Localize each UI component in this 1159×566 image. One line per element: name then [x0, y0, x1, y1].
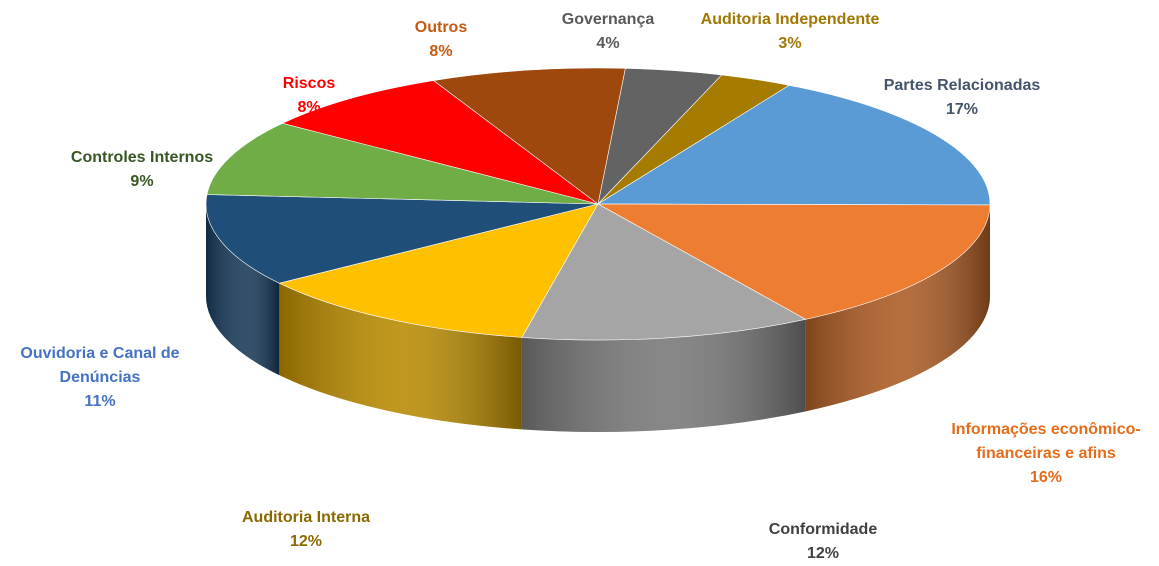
slice-value-label: 12%	[769, 542, 877, 566]
slice-value-label: 11%	[20, 390, 179, 414]
slice-value-label: 9%	[71, 170, 213, 194]
slice-label-text: Riscos	[283, 72, 335, 96]
slice-label-text: Auditoria Interna	[242, 506, 370, 530]
slice-value-label: 4%	[562, 32, 654, 56]
slice-label-text: Partes Relacionadas	[884, 74, 1041, 98]
slice-label-text: Auditoria Independente	[701, 8, 880, 32]
slice-label-text: Conformidade	[769, 518, 877, 542]
slice-value-label: 16%	[951, 466, 1140, 490]
slice-value-label: 8%	[415, 40, 467, 64]
slice-label-text: Governança	[562, 8, 654, 32]
slice-label-text: Ouvidoria e Canal de	[20, 342, 179, 366]
slice-value-label: 12%	[242, 530, 370, 554]
slice-value-label: 17%	[884, 98, 1041, 122]
slice-label-text: Informações econômico-	[951, 418, 1140, 442]
slice-label-text: Controles Internos	[71, 146, 213, 170]
slice-value-label: 3%	[701, 32, 880, 56]
slice-label-text: Denúncias	[20, 366, 179, 390]
slice-label-text: financeiras e afins	[951, 442, 1140, 466]
slice-label-text: Outros	[415, 16, 467, 40]
slice-label-4: Informações econômico-financeiras e afin…	[951, 418, 1140, 490]
slice-value-label: 8%	[283, 96, 335, 120]
